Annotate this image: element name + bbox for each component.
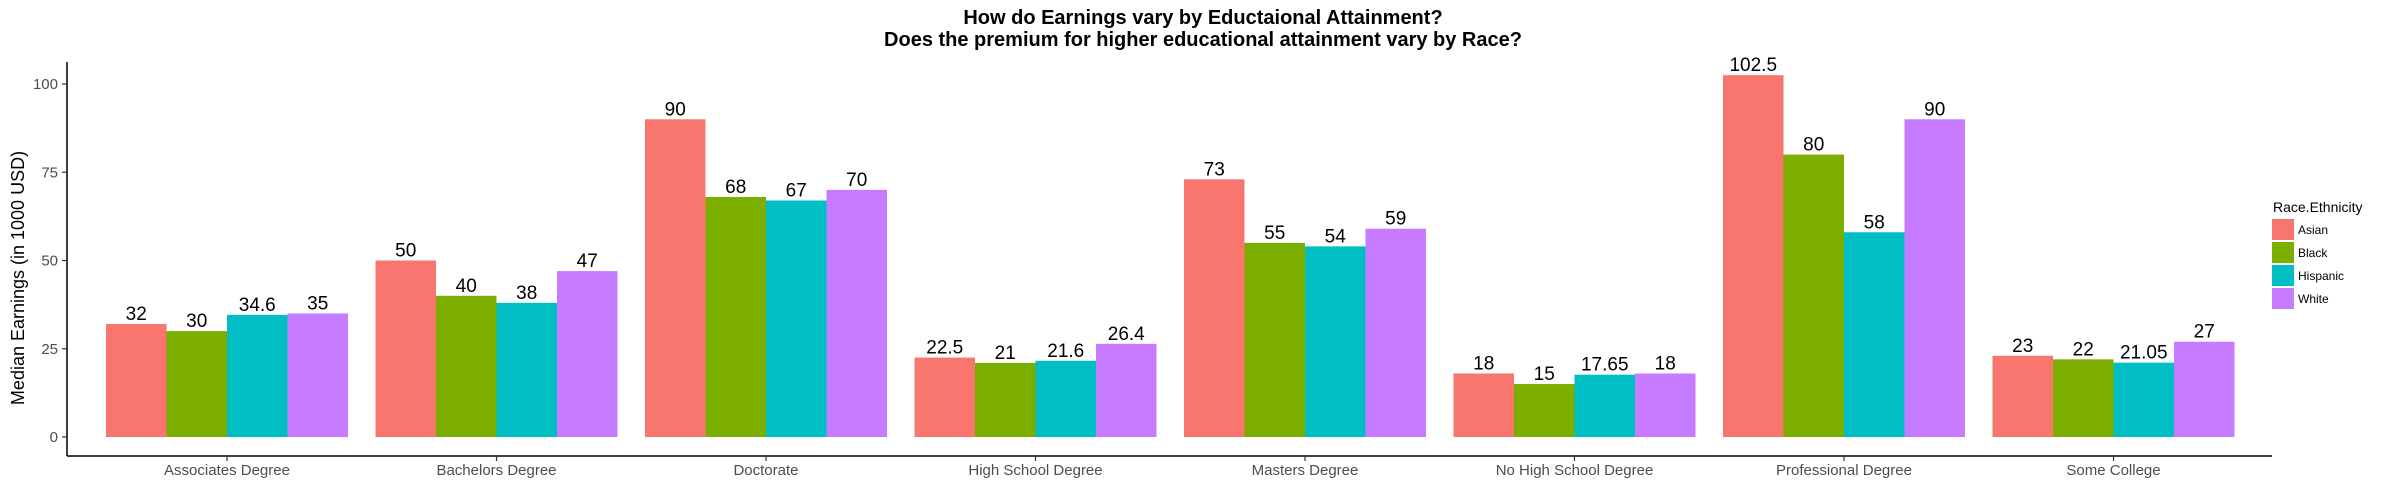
- data-label-associates-degree-hispanic: 34.6: [239, 295, 276, 316]
- legend-title: Race.Ethnicity: [2273, 199, 2362, 215]
- axes: [66, 62, 2272, 457]
- data-label-high-school-degree-asian: 22.5: [926, 338, 963, 359]
- data-label-doctorate-black: 68: [725, 177, 746, 198]
- x-tick-label-masters-degree: Masters Degree: [1252, 462, 1359, 479]
- data-label-doctorate-white: 70: [846, 170, 867, 191]
- y-tick-label: 50: [41, 253, 58, 270]
- data-label-high-school-degree-black: 21: [995, 343, 1016, 364]
- data-label-bachelors-degree-hispanic: 38: [516, 283, 537, 304]
- bar-high-school-degree-black: [975, 362, 1036, 437]
- chart-title-group: How do Earnings vary by Eductaional Atta…: [884, 7, 1522, 51]
- bar-masters-degree-asian: [1184, 179, 1245, 437]
- bar-some-college-hispanic: [2113, 362, 2174, 437]
- data-label-professional-degree-white: 90: [1924, 99, 1945, 120]
- legend-key-white: [2272, 288, 2294, 309]
- bar-high-school-degree-asian: [914, 357, 975, 437]
- data-label-doctorate-asian: 90: [665, 99, 686, 120]
- bar-no-high-school-degree-white: [1635, 373, 1696, 437]
- bar-bachelors-degree-asian: [375, 260, 436, 437]
- x-tick-label-bachelors-degree: Bachelors Degree: [436, 462, 556, 479]
- bar-some-college-white: [2174, 341, 2235, 437]
- bar-doctorate-asian: [645, 119, 706, 438]
- data-label-no-high-school-degree-white: 18: [1655, 353, 1676, 374]
- legend-key-asian: [2272, 219, 2294, 240]
- data-label-associates-degree-asian: 32: [126, 304, 147, 325]
- bar-doctorate-hispanic: [766, 200, 827, 437]
- bar-doctorate-black: [705, 196, 766, 437]
- y-tick-label: 25: [41, 341, 58, 358]
- legend-label-white: White: [2298, 292, 2329, 306]
- x-tick-label-doctorate: Doctorate: [733, 462, 798, 479]
- data-label-associates-degree-black: 30: [186, 311, 207, 332]
- bar-doctorate-white: [826, 189, 887, 437]
- data-label-bachelors-degree-black: 40: [456, 276, 477, 297]
- bar-some-college-asian: [1992, 355, 2053, 437]
- bar-professional-degree-black: [1783, 154, 1844, 437]
- bar-bachelors-degree-black: [436, 295, 497, 437]
- data-label-some-college-hispanic: 21.05: [2120, 343, 2168, 364]
- y-tick-label: 0: [50, 429, 58, 446]
- bar-professional-degree-asian: [1723, 75, 1784, 438]
- data-label-some-college-black: 22: [2073, 339, 2094, 360]
- x-tick-label-high-school-degree: High School Degree: [968, 462, 1102, 479]
- bar-bachelors-degree-white: [557, 271, 618, 437]
- legend-label-black: Black: [2298, 246, 2328, 260]
- bar-professional-degree-hispanic: [1844, 232, 1905, 437]
- data-label-high-school-degree-white: 26.4: [1108, 324, 1145, 345]
- data-label-masters-degree-hispanic: 54: [1325, 226, 1347, 247]
- y-tick-label: 100: [33, 76, 58, 93]
- bar-no-high-school-degree-hispanic: [1574, 374, 1635, 437]
- x-tick-label-professional-degree: Professional Degree: [1776, 462, 1912, 479]
- legend-key-black: [2272, 242, 2294, 263]
- legend-label-asian: Asian: [2298, 223, 2328, 237]
- data-label-professional-degree-asian: 102.5: [1729, 55, 1777, 76]
- legend-label-hispanic: Hispanic: [2298, 269, 2344, 283]
- data-label-masters-degree-asian: 73: [1204, 159, 1225, 180]
- chart-subtitle: Does the premium for higher educational …: [884, 29, 1522, 51]
- data-label-no-high-school-degree-hispanic: 17.65: [1581, 355, 1629, 376]
- legend: Race.Ethnicity Asian Black Hispanic White: [2272, 199, 2362, 309]
- chart-title: How do Earnings vary by Eductaional Atta…: [963, 7, 1442, 29]
- bar-high-school-degree-white: [1096, 343, 1157, 437]
- x-axis-ticks: Associates Degree Bachelors Degree Doctora…: [164, 456, 2161, 479]
- data-label-high-school-degree-hispanic: 21.6: [1047, 341, 1084, 362]
- data-label-bachelors-degree-white: 47: [577, 251, 598, 272]
- data-labels: 32 30 34.6 35 50 40 38 47 90 68 67 70 22.5 21 21.6 26.4…: [126, 55, 2215, 385]
- y-axis-title: Median Earnings (in 1000 USD): [8, 151, 28, 405]
- bar-professional-degree-white: [1904, 119, 1965, 438]
- bar-associates-degree-asian: [106, 324, 167, 437]
- bar-associates-degree-black: [166, 331, 227, 437]
- data-label-masters-degree-black: 55: [1264, 223, 1285, 244]
- data-label-professional-degree-hispanic: 58: [1864, 212, 1885, 233]
- x-tick-label-no-high-school-degree: No High School Degree: [1496, 462, 1654, 479]
- bars: [106, 75, 2235, 438]
- data-label-bachelors-degree-asian: 50: [395, 241, 416, 262]
- data-label-some-college-white: 27: [2194, 322, 2215, 343]
- bar-masters-degree-black: [1244, 242, 1305, 437]
- x-tick-label-associates-degree: Associates Degree: [164, 462, 290, 479]
- data-label-associates-degree-white: 35: [307, 293, 328, 314]
- bar-some-college-black: [2053, 359, 2114, 437]
- data-label-professional-degree-black: 80: [1803, 135, 1824, 156]
- data-label-no-high-school-degree-black: 15: [1534, 364, 1555, 385]
- bar-masters-degree-hispanic: [1305, 246, 1366, 437]
- data-label-no-high-school-degree-asian: 18: [1473, 353, 1494, 374]
- data-label-masters-degree-white: 59: [1385, 209, 1406, 230]
- y-axis-ticks: 0 25 50 75 100: [33, 76, 67, 446]
- bar-associates-degree-hispanic: [227, 314, 288, 437]
- bar-high-school-degree-hispanic: [1035, 360, 1096, 437]
- legend-key-hispanic: [2272, 265, 2294, 286]
- bar-no-high-school-degree-asian: [1453, 373, 1514, 437]
- data-label-doctorate-hispanic: 67: [786, 180, 807, 201]
- data-label-some-college-asian: 23: [2012, 336, 2033, 357]
- y-tick-label: 75: [41, 164, 58, 181]
- bar-no-high-school-degree-black: [1514, 384, 1575, 437]
- bar-associates-degree-white: [287, 313, 348, 437]
- bar-bachelors-degree-hispanic: [496, 302, 557, 437]
- x-tick-label-some-college: Some College: [2066, 462, 2160, 479]
- bar-masters-degree-white: [1365, 228, 1426, 437]
